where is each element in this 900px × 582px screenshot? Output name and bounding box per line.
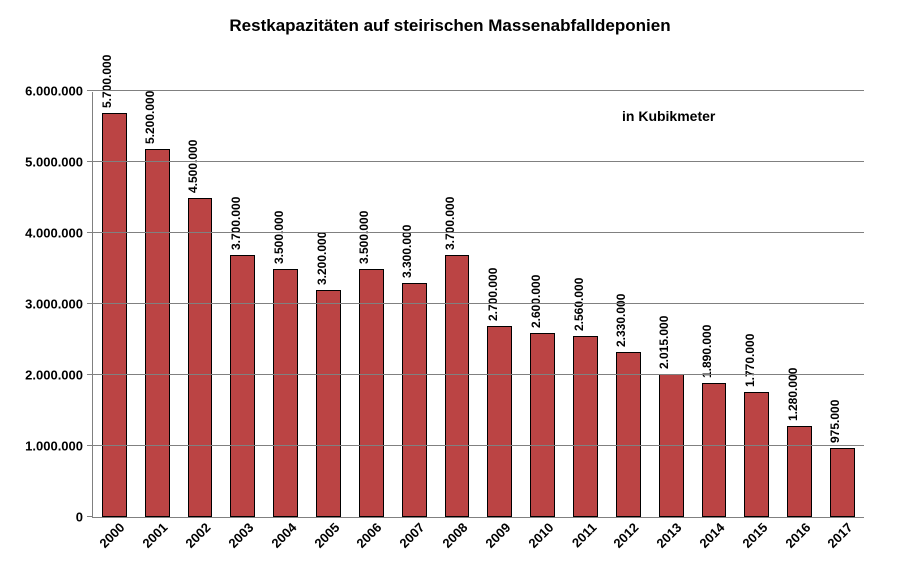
bar: 1.770.000: [744, 392, 769, 517]
x-tick-label: 2011: [568, 520, 599, 551]
bar-value-label: 2.015.000: [657, 316, 671, 369]
bar-slot: 3.200.0002005: [307, 92, 350, 517]
bar-slot: 2.600.0002010: [521, 92, 564, 517]
bar-value-label: 3.500.000: [272, 211, 286, 264]
bars-container: 5.700.00020005.200.00020014.500.00020023…: [93, 92, 864, 517]
y-tick-label: 2.000.000: [25, 368, 93, 383]
gridline: [93, 445, 864, 446]
bar-slot: 5.200.0002001: [136, 92, 179, 517]
bar-value-label: 4.500.000: [186, 140, 200, 193]
bar-value-label: 3.700.000: [229, 197, 243, 250]
bar: 1.280.000: [787, 426, 812, 517]
bar: 5.200.000: [145, 149, 170, 517]
bar: 975.000: [830, 448, 855, 517]
x-tick-label: 2001: [140, 520, 171, 551]
bar-slot: 3.700.0002003: [221, 92, 264, 517]
y-tick-label: 5.000.000: [25, 155, 93, 170]
bar-value-label: 3.700.000: [443, 197, 457, 250]
y-tick-label: 6.000.000: [25, 84, 93, 99]
bar: 4.500.000: [188, 198, 213, 517]
y-tick-label: 4.000.000: [25, 226, 93, 241]
bar-slot: 3.700.0002008: [436, 92, 479, 517]
bar-slot: 1.890.0002014: [693, 92, 736, 517]
bar: 5.700.000: [102, 113, 127, 517]
bar-slot: 2.700.0002009: [478, 92, 521, 517]
bar-value-label: 5.700.000: [100, 55, 114, 108]
bar-slot: 2.015.0002013: [650, 92, 693, 517]
y-tick-label: 0: [76, 510, 93, 525]
bar: 1.890.000: [702, 383, 727, 517]
x-tick-label: 2003: [225, 520, 256, 551]
bar: 3.200.000: [316, 290, 341, 517]
bar-slot: 2.330.0002012: [607, 92, 650, 517]
bar: 2.330.000: [616, 352, 641, 517]
gridline: [93, 232, 864, 233]
bar: 2.600.000: [530, 333, 555, 517]
bar-value-label: 2.600.000: [529, 274, 543, 327]
x-tick-label: 2014: [696, 520, 727, 551]
bar-slot: 4.500.0002002: [179, 92, 222, 517]
bar-slot: 1.280.0002016: [778, 92, 821, 517]
x-tick-label: 2010: [525, 520, 556, 551]
bar-value-label: 3.500.000: [357, 211, 371, 264]
x-tick-label: 2006: [354, 520, 385, 551]
y-tick-label: 1.000.000: [25, 439, 93, 454]
x-tick-label: 2015: [739, 520, 770, 551]
bar: 2.560.000: [573, 336, 598, 517]
bar-slot: 5.700.0002000: [93, 92, 136, 517]
bar: 3.700.000: [445, 255, 470, 517]
bar-value-label: 1.770.000: [743, 333, 757, 386]
bar: 3.300.000: [402, 283, 427, 517]
bar-slot: 975.0002017: [821, 92, 864, 517]
bar-slot: 1.770.0002015: [735, 92, 778, 517]
x-tick-label: 2016: [782, 520, 813, 551]
x-tick-label: 2002: [182, 520, 213, 551]
bar-value-label: 2.330.000: [614, 294, 628, 347]
bar: 3.500.000: [273, 269, 298, 517]
gridline: [93, 90, 864, 91]
bar-value-label: 1.890.000: [700, 325, 714, 378]
bar: 3.700.000: [230, 255, 255, 517]
x-tick-label: 2000: [97, 520, 128, 551]
bar-value-label: 975.000: [828, 400, 842, 443]
x-tick-label: 2009: [482, 520, 513, 551]
x-tick-label: 2007: [397, 520, 428, 551]
bar: 3.500.000: [359, 269, 384, 517]
gridline: [93, 161, 864, 162]
bar: 2.700.000: [487, 326, 512, 517]
bar-slot: 2.560.0002011: [564, 92, 607, 517]
bar-value-label: 5.200.000: [143, 90, 157, 143]
bar-slot: 3.300.0002007: [393, 92, 436, 517]
x-tick-label: 2005: [311, 520, 342, 551]
chart-title: Restkapazitäten auf steirischen Massenab…: [0, 16, 900, 36]
bar-value-label: 1.280.000: [786, 368, 800, 421]
plot-area: 5.700.00020005.200.00020014.500.00020023…: [92, 92, 864, 518]
gridline: [93, 303, 864, 304]
bar-slot: 3.500.0002006: [350, 92, 393, 517]
x-tick-label: 2012: [611, 520, 642, 551]
x-tick-label: 2013: [654, 520, 685, 551]
bar-value-label: 3.200.000: [315, 232, 329, 285]
x-tick-label: 2004: [268, 520, 299, 551]
bar-slot: 3.500.0002004: [264, 92, 307, 517]
gridline: [93, 374, 864, 375]
bar-value-label: 2.700.000: [486, 267, 500, 320]
x-tick-label: 2017: [825, 520, 856, 551]
y-tick-label: 3.000.000: [25, 297, 93, 312]
x-tick-label: 2008: [439, 520, 470, 551]
